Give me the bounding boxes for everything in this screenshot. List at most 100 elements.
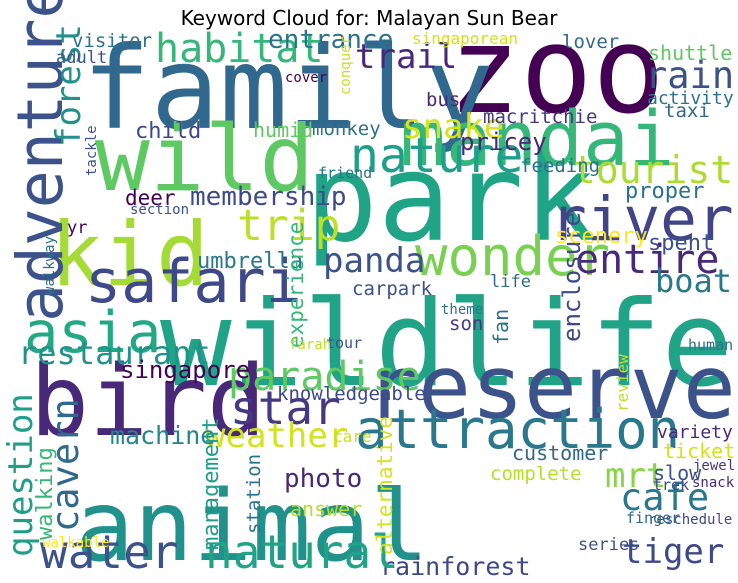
word-lover: lover xyxy=(562,31,619,53)
word-kid: kid xyxy=(50,203,209,306)
word-feeding: feeding xyxy=(520,155,600,177)
word-monkey: monkey xyxy=(312,118,381,140)
word-umbrella: umbrella xyxy=(197,249,303,274)
word-pricey: pricey xyxy=(460,128,547,156)
word-experience: experience xyxy=(284,222,308,348)
word-macritchie: macritchie xyxy=(483,106,597,128)
word-answer: answer xyxy=(290,497,362,521)
word-machine: machine xyxy=(110,421,215,450)
word-deer: deer xyxy=(125,186,176,210)
word-adventure: adventure xyxy=(4,0,77,322)
word-activity: activity xyxy=(647,88,734,109)
word-reserve: reserve xyxy=(365,336,736,439)
word-mandai: mandai xyxy=(400,94,675,183)
word-knowledgeable: knowledgeable xyxy=(277,383,426,405)
word-water: water xyxy=(40,525,178,579)
word-farah: farah xyxy=(289,337,331,353)
word-trail: trail xyxy=(355,37,457,77)
word-safari: safari xyxy=(85,247,302,317)
word-cover: cover xyxy=(285,70,327,86)
word-child: child xyxy=(135,119,201,144)
word-slow: slow xyxy=(653,461,702,485)
word-care: care xyxy=(333,427,372,446)
word-family: family xyxy=(82,22,494,155)
word-singapore: singapore xyxy=(120,356,250,384)
word-tourist: tourist xyxy=(573,148,733,192)
word-snack: snack xyxy=(692,475,735,491)
word-adult: adult xyxy=(56,48,107,68)
word-theme: theme xyxy=(441,302,483,318)
word-zoo: zoo xyxy=(448,2,665,141)
word-bus: bus xyxy=(426,89,460,111)
word-humid: humid xyxy=(253,118,313,142)
word-entrance: entrance xyxy=(268,25,393,55)
word-river: river xyxy=(550,184,734,255)
word-habitat: habitat xyxy=(155,26,324,72)
word-walkway: walkway xyxy=(42,236,58,295)
word-customer: customer xyxy=(512,441,608,465)
word-restaurant: restaurant xyxy=(18,334,211,372)
word-attraction: attraction xyxy=(355,398,680,461)
word-taxi: taxi xyxy=(664,100,710,122)
word-review: review xyxy=(613,354,632,412)
word-fan: fan xyxy=(489,309,513,345)
word-wild: wild xyxy=(95,107,314,212)
word-cafe: cafe xyxy=(620,476,709,519)
word-enclosure: enclosure xyxy=(558,212,586,342)
word-station: station xyxy=(243,454,265,534)
word-tiger: tiger xyxy=(622,532,724,572)
word-park: park xyxy=(305,128,596,269)
word-jewel: jewel xyxy=(693,458,735,474)
word-forest: forest xyxy=(49,24,89,147)
word-complete: complete xyxy=(490,463,582,485)
word-tour: tour xyxy=(326,334,362,352)
word-nature: nature xyxy=(350,128,523,184)
word-cavern: cavern xyxy=(44,398,87,532)
word-paradise: paradise xyxy=(228,354,421,400)
word-singaporean: singaporean xyxy=(412,29,518,48)
word-panda: panda xyxy=(323,241,425,281)
word-photo: photo xyxy=(284,464,362,494)
word-wonder: wonder xyxy=(415,225,610,288)
word-weather: weather xyxy=(205,416,348,456)
word-animal: animal xyxy=(75,470,429,583)
word-mrt: mrt xyxy=(605,456,666,496)
word-rain: rain xyxy=(645,54,734,97)
word-visitor: visitor xyxy=(72,30,152,52)
word-walking: walking xyxy=(33,447,58,540)
word-bird: bird xyxy=(30,345,266,459)
word-wildlife: wildlife xyxy=(160,276,733,414)
word-membership: membership xyxy=(190,182,347,212)
word-entire: entire xyxy=(575,237,720,283)
word-natural: natural xyxy=(205,525,399,579)
word-asia: asia xyxy=(24,300,161,366)
word-rainforest: rainforest xyxy=(380,552,531,581)
word-son: son xyxy=(449,313,483,335)
word-shuttle: shuttle xyxy=(648,41,732,65)
word-proper: proper xyxy=(625,179,704,204)
word-friend: friend xyxy=(318,164,372,182)
word-series: series xyxy=(578,535,639,555)
word-scenery: scenery xyxy=(555,224,648,249)
word-boat: boat xyxy=(655,262,732,300)
word-human: human xyxy=(688,336,733,354)
word-ticket: ticket xyxy=(663,439,735,463)
chart-title: Keyword Cloud for: Malayan Sun Bear xyxy=(180,6,558,30)
word-section: section xyxy=(130,202,189,218)
word-conquer: conquer xyxy=(338,36,354,95)
word-variety: variety xyxy=(657,422,733,443)
word-star: star xyxy=(230,381,341,435)
word-question: question xyxy=(1,393,41,557)
word-yr: yr xyxy=(67,218,87,238)
word-reschedule: reschedule xyxy=(648,512,732,528)
word-tackle: tackle xyxy=(84,125,100,176)
word-alternative: alternative xyxy=(373,416,397,555)
word-life: life xyxy=(490,272,531,292)
word-finger: finger xyxy=(626,509,680,527)
word-carpark: carpark xyxy=(352,278,433,300)
word-management: management xyxy=(199,418,224,550)
word-walkable: walkable xyxy=(42,535,109,551)
word-trip: trip xyxy=(237,201,341,251)
